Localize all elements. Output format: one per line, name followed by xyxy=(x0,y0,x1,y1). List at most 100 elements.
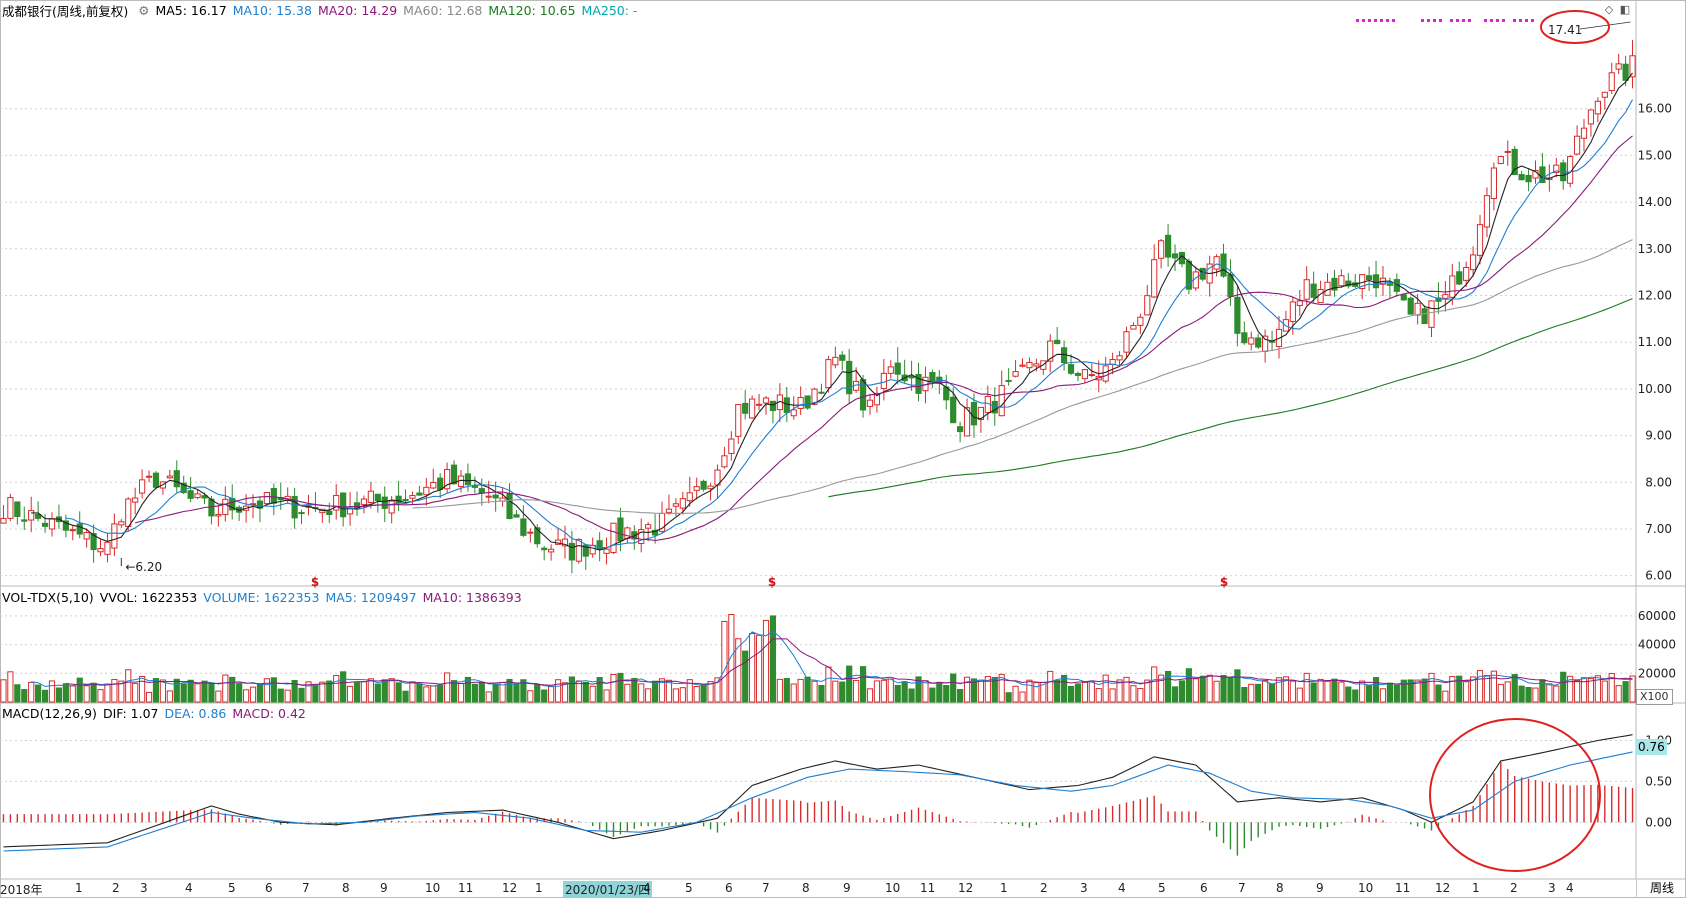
volume-bar xyxy=(14,684,21,703)
candle-body xyxy=(69,529,76,532)
candle-body xyxy=(1594,100,1601,115)
candle-body xyxy=(145,475,153,478)
volume-bar xyxy=(1255,683,1262,703)
volume-bar xyxy=(1158,674,1165,703)
high-pointer xyxy=(1579,21,1631,30)
candle-body xyxy=(534,527,541,545)
candle-body xyxy=(35,513,42,519)
volume-bar xyxy=(957,689,964,703)
candle-body xyxy=(270,487,277,504)
volume-bar xyxy=(48,680,56,703)
candle-body xyxy=(201,495,208,499)
volume-header: VOL-TDX(5,10) VVOL: 1622353 VOLUME: 1622… xyxy=(0,587,522,607)
macd-indicator-name: MACD(12,26,9) xyxy=(2,705,97,721)
candle-body xyxy=(645,524,652,529)
volume-bar xyxy=(1400,679,1407,703)
candle-body xyxy=(1601,91,1608,98)
volume-bar xyxy=(97,689,104,703)
candle-body xyxy=(409,495,416,499)
volume-indicator-name: VOL-TDX(5,10) xyxy=(2,589,94,605)
ma5-readout: MA5: 16.17 xyxy=(155,2,227,18)
volume-bar xyxy=(548,686,555,703)
volume-bar xyxy=(901,681,908,703)
candle-body xyxy=(1033,363,1040,367)
candle-body xyxy=(1476,224,1484,256)
macd-tick-label: 0.00 xyxy=(1645,815,1672,829)
candle-body xyxy=(1164,234,1172,258)
candle-body xyxy=(41,522,49,527)
volume-bar xyxy=(1435,684,1442,703)
volume-bar xyxy=(236,683,243,703)
volume-bar xyxy=(651,680,659,703)
candle-body xyxy=(575,538,582,562)
volume-bar xyxy=(1282,676,1290,703)
candle-body xyxy=(804,395,811,409)
time-axis-label: 1 xyxy=(1472,881,1480,895)
volume-bar xyxy=(541,689,548,703)
volume-bar xyxy=(506,678,513,703)
time-axis-label: 5 xyxy=(685,881,693,895)
diamond-icon[interactable]: ◇ xyxy=(1604,3,1614,16)
candle-body xyxy=(589,544,596,555)
high-annotation-circle xyxy=(1540,10,1610,44)
volume-bar xyxy=(132,683,139,703)
settings-gear-icon[interactable]: ⚙ xyxy=(138,2,150,18)
candle-body xyxy=(977,406,985,421)
volume-bar xyxy=(1587,678,1595,703)
dot-marker xyxy=(1433,19,1436,22)
ma20-readout: MA20: 14.29 xyxy=(317,2,398,18)
candle-body xyxy=(215,514,222,517)
volume-bar xyxy=(222,674,229,703)
volume-bar xyxy=(1033,682,1040,703)
volume-unit-label: X100 xyxy=(1636,689,1673,705)
candle-body xyxy=(444,468,451,490)
volume-bar xyxy=(291,679,298,703)
volume-bar xyxy=(631,677,638,703)
period-selector[interactable]: 周线 xyxy=(1636,879,1686,898)
candle-body xyxy=(950,396,957,424)
vol-ma10-readout: MA10: 1386393 xyxy=(422,589,522,605)
top-dot-markers xyxy=(1356,19,1534,22)
candle-body xyxy=(963,407,971,437)
volume-bar xyxy=(1199,675,1206,703)
volume-bar xyxy=(998,673,1005,703)
volume-bar xyxy=(41,689,49,703)
volume-bar xyxy=(1116,679,1123,703)
volume-bar xyxy=(21,689,28,703)
volume-bar xyxy=(1372,677,1380,703)
volume-bar xyxy=(984,675,991,703)
volume-bar xyxy=(1137,687,1144,703)
volume-bar xyxy=(575,680,582,703)
volume-bar xyxy=(1421,678,1428,703)
candle-body xyxy=(742,402,749,414)
candle-body xyxy=(1026,361,1033,369)
volume-bar xyxy=(658,678,666,703)
price-tick-label: 10.00 xyxy=(1638,382,1672,396)
volume-bar xyxy=(929,687,936,703)
volume-bar xyxy=(832,680,839,703)
volume-bar xyxy=(1026,679,1033,703)
time-axis-label: 8 xyxy=(1276,881,1284,895)
volume-bar xyxy=(326,680,333,703)
candle-body xyxy=(651,529,659,536)
candle-body xyxy=(1171,253,1179,259)
volume-bar xyxy=(554,679,562,703)
candle-body xyxy=(1345,280,1352,287)
candle-body xyxy=(957,426,964,433)
volume-bar xyxy=(776,678,783,703)
candle-body xyxy=(873,392,881,406)
volume-bar xyxy=(769,615,777,703)
candle-body xyxy=(48,518,56,530)
volume-bar xyxy=(409,681,416,703)
volume-bar xyxy=(62,683,69,703)
candle-body xyxy=(1088,374,1095,377)
candle-body xyxy=(90,533,97,551)
volume-bar xyxy=(471,683,478,703)
time-axis-label: 12 xyxy=(1435,881,1451,895)
volume-bar xyxy=(1567,675,1574,703)
candle-body xyxy=(603,548,610,554)
volume-bar xyxy=(270,677,277,703)
window-toggle-icon[interactable]: ◧ xyxy=(1619,3,1631,16)
candle-body xyxy=(1074,373,1082,376)
